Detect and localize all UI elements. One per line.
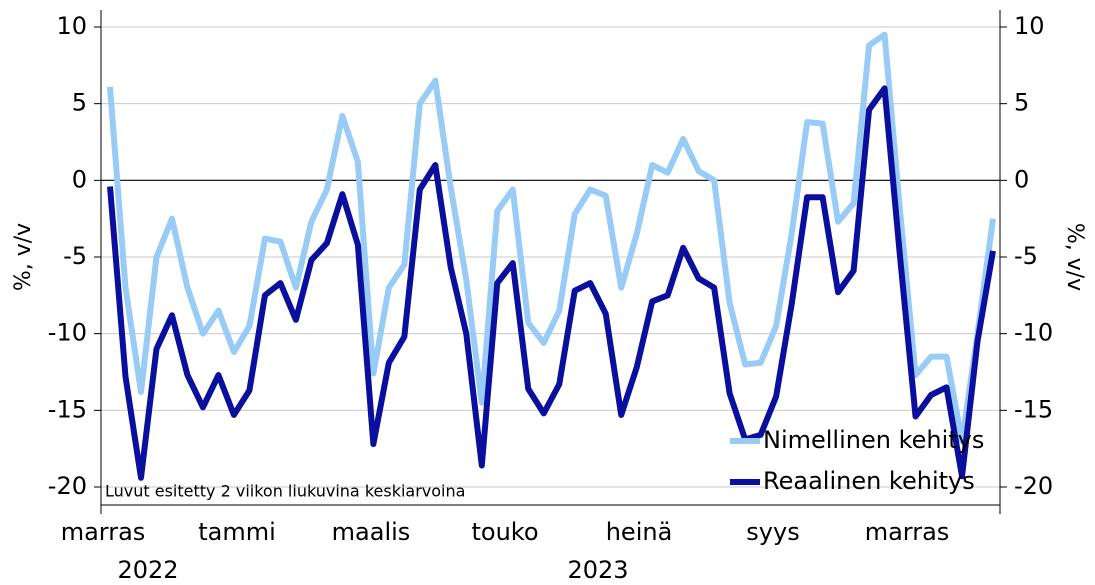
y2-tick-label: -20 [1014, 472, 1053, 500]
x-tick-label: marras [865, 518, 950, 546]
legend-label: Reaalinen kehitys [763, 467, 975, 495]
y-tick-label: -5 [63, 242, 87, 270]
x-tick-label: maalis [332, 518, 411, 546]
y2-tick-label: -10 [1014, 319, 1053, 347]
y-tick-label: -20 [48, 472, 87, 500]
y2-tick-label: 0 [1014, 165, 1029, 193]
y2-tick-label: -5 [1014, 242, 1038, 270]
x-tick-label: syys [746, 518, 799, 546]
x-tick-label: heinä [606, 518, 673, 546]
y2-axis-label: %, v/v [1062, 223, 1087, 291]
y2-tick-label: -15 [1014, 395, 1053, 423]
series-line [107, 31, 996, 444]
y-tick-label: -10 [48, 319, 87, 347]
series-line [107, 85, 996, 481]
legend-label: Nimellinen kehitys [763, 426, 984, 454]
x-tick-label: marras [61, 518, 146, 546]
y-tick-label: 10 [56, 12, 87, 40]
year-label: 2023 [567, 556, 628, 584]
y-tick-label: 0 [72, 165, 87, 193]
y-tick-label: -15 [48, 395, 87, 423]
y2-tick-label: 5 [1014, 89, 1029, 117]
y-tick-label: 5 [72, 89, 87, 117]
year-label: 2022 [117, 556, 178, 584]
x-tick-label: tammi [198, 518, 276, 546]
annotation: Luvut esitetty 2 viikon liukuvina keskia… [105, 482, 465, 501]
y2-tick-label: 10 [1014, 12, 1045, 40]
y-axis-label: %, v/v [11, 223, 36, 291]
x-tick-label: touko [471, 518, 538, 546]
